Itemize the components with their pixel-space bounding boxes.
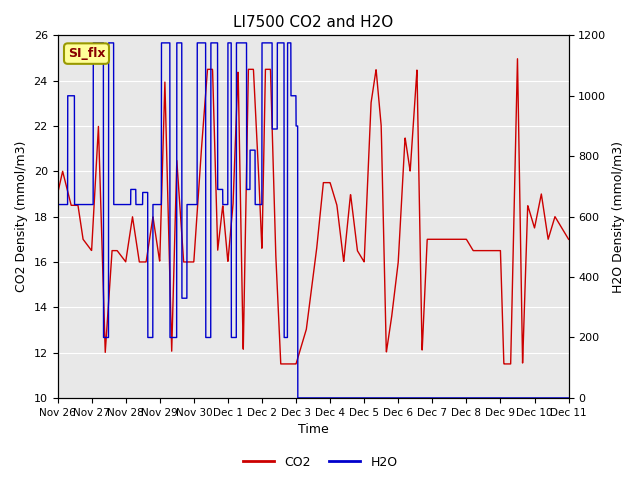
Text: SI_flx: SI_flx [68,47,105,60]
Legend: CO2, H2O: CO2, H2O [237,451,403,474]
Y-axis label: CO2 Density (mmol/m3): CO2 Density (mmol/m3) [15,141,28,292]
Y-axis label: H2O Density (mmol/m3): H2O Density (mmol/m3) [612,141,625,293]
X-axis label: Time: Time [298,423,328,436]
Title: LI7500 CO2 and H2O: LI7500 CO2 and H2O [233,15,393,30]
